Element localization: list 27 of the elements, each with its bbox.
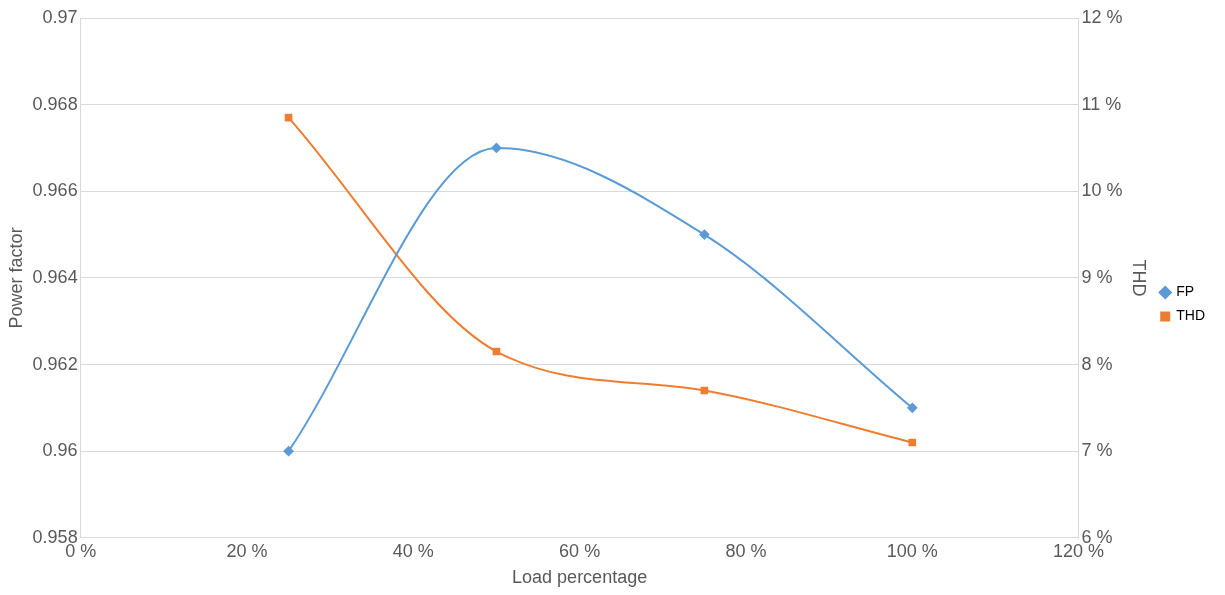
x-tick-label: 60 % — [559, 540, 601, 561]
y2-tick-label: 11 % — [1081, 93, 1122, 114]
x-tick-label: 80 % — [725, 540, 767, 561]
y-tick-label: 0.966 — [32, 180, 78, 201]
point — [907, 402, 918, 413]
y2-tick-label: 7 % — [1081, 440, 1113, 461]
legend-label: THD — [1176, 307, 1206, 324]
x-tick-label: 40 % — [392, 540, 434, 561]
y2-axis-title: THD — [1129, 259, 1150, 297]
x-axis-title: Load percentage — [512, 567, 648, 588]
y-axis-title: Power factor — [5, 227, 26, 329]
point — [283, 446, 294, 457]
y2-tick-label: 8 % — [1081, 353, 1113, 374]
y-tick-label: 0.962 — [32, 353, 78, 374]
y2-tick-label: 9 % — [1081, 266, 1113, 287]
point — [908, 438, 917, 447]
legend-label: FP — [1176, 283, 1195, 300]
x-tick-label: 100 % — [886, 540, 938, 561]
y2-tick-label: 10 % — [1081, 180, 1123, 201]
point — [699, 229, 710, 240]
y2-tick-label: 12 % — [1081, 6, 1123, 27]
y-tick-label: 0.96 — [42, 440, 78, 461]
y-tick-label: 0.964 — [32, 266, 78, 287]
point — [491, 142, 502, 153]
y-tick-label: 0.97 — [42, 6, 78, 27]
x-tick-label: 20 % — [226, 540, 268, 561]
y-tick-label: 0.968 — [32, 93, 78, 114]
